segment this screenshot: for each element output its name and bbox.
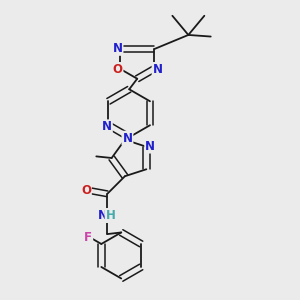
- Text: N: N: [112, 42, 122, 55]
- Text: N: N: [102, 120, 112, 133]
- Text: N: N: [98, 209, 107, 222]
- Text: O: O: [81, 184, 91, 197]
- Text: H: H: [106, 209, 116, 222]
- Text: F: F: [84, 231, 92, 244]
- Text: N: N: [145, 140, 155, 153]
- Text: N: N: [122, 132, 133, 145]
- Text: O: O: [112, 63, 122, 76]
- Text: N: N: [153, 63, 163, 76]
